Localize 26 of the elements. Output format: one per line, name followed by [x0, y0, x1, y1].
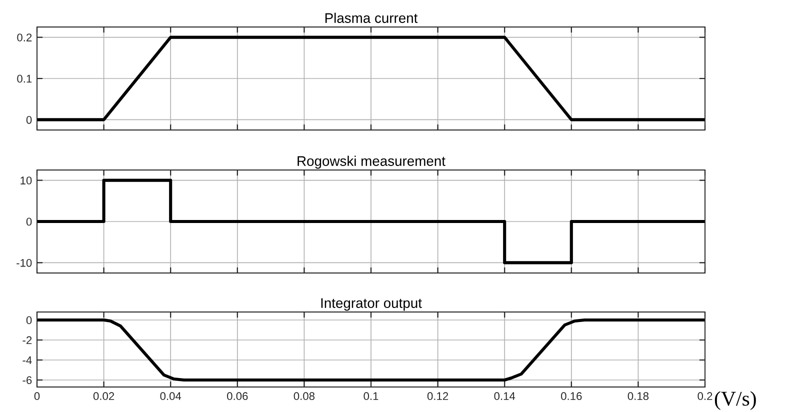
y-tick-label: -10 [16, 258, 32, 267]
y-tick-label: 0 [26, 218, 32, 226]
y-tick-label: -2 [22, 336, 32, 344]
x-tick-label: 0.08 [294, 392, 315, 400]
x-tick-label: 0.18 [628, 392, 649, 400]
x-tick-label: 0.16 [561, 392, 582, 400]
y-tick-label: -6 [22, 376, 32, 384]
x-tick-label: 0.1 [364, 392, 378, 400]
line-series [37, 318, 705, 382]
x-tick-label: 0.04 [160, 392, 182, 400]
x-tick-label: 0.06 [227, 392, 248, 400]
y-tick-label: 0.1 [17, 74, 32, 83]
x-tick-label: 0.02 [93, 392, 114, 400]
chart-title: Plasma current [325, 12, 418, 23]
x-tick-label: 0.12 [427, 392, 448, 400]
y-tick-label: -4 [22, 356, 32, 364]
y-tick-label: 0.2 [17, 34, 32, 42]
chart-title: Rogowski measurement [298, 156, 446, 169]
y-tick-label: 0 [26, 316, 32, 324]
y-tick-label: 0 [26, 116, 32, 124]
y-tick-label: 10 [20, 176, 32, 184]
x-tick-label: 0 [34, 392, 40, 400]
x-tick-label: 0.2 [698, 392, 712, 400]
x-tick-label: 0.14 [494, 392, 516, 400]
chart-title: Integrator output [321, 298, 422, 311]
text: (V/s) [714, 391, 756, 410]
